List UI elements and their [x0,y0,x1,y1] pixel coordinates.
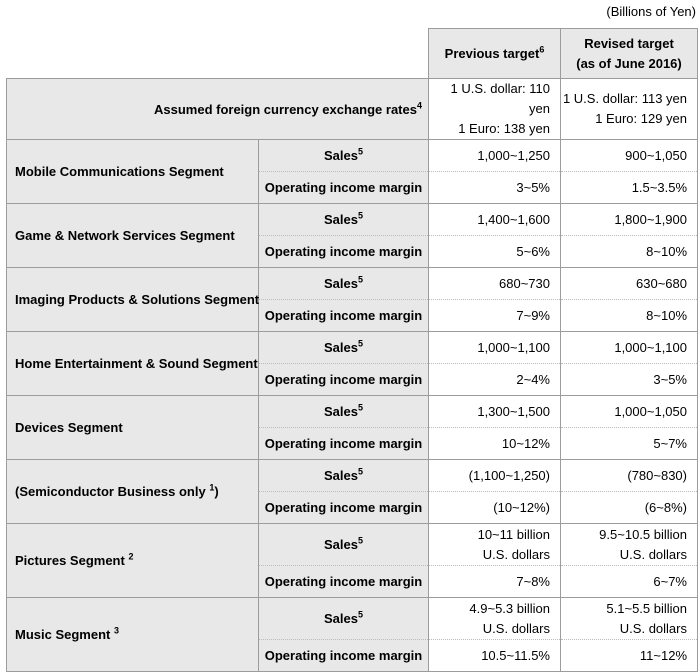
semiconductor-oim-previous: (10~12%) [428,491,561,524]
semiconductor-sales-previous: (1,100~1,250) [428,459,561,492]
music-sales-revised: 5.1~5.5 billion U.S. dollars [560,597,698,640]
sales-label: Sales5 [258,203,429,236]
segment-row-homeent-oim: Operating income margin 2~4% 3~5% [7,363,698,396]
devices-oim-previous: 10~12% [428,427,561,460]
segment-row-mobile-oim: Operating income margin 3~5% 1.5~3.5% [7,171,698,204]
header-row: Previous target6 Revised target (as of J… [6,28,698,79]
mobile-sales-previous: 1,000~1,250 [428,139,561,172]
segment-row-music-oim: Operating income margin 10.5~11.5% 11~12… [7,639,698,672]
oim-label: Operating income margin [258,639,429,672]
oim-label: Operating income margin [258,235,429,268]
homeent-sales-previous: 1,000~1,100 [428,331,561,364]
exchange-rates-row: Assumed foreign currency exchange rates4… [6,78,698,140]
sales-label: Sales5 [258,597,429,640]
segment-row-imaging-oim: Operating income margin 7~9% 8~10% [7,299,698,332]
segment-row-pictures-sales: Pictures Segment 2 Sales5 10~11 billion … [6,523,698,598]
homeent-sales-revised: 1,000~1,100 [560,331,698,364]
exchange-rates-footnote: 4 [416,100,422,111]
segment-name-mobile: Mobile Communications Segment [6,139,259,204]
imaging-oim-revised: 8~10% [560,299,698,332]
segment-name-homeent: Home Entertainment & Sound Segment [6,331,259,396]
segment-name-devices: Devices Segment [6,395,259,460]
segment-row-music-sales: Music Segment 3 Sales5 4.9~5.3 billion U… [6,597,698,672]
segment-name-imaging: Imaging Products & Solutions Segment [6,267,259,332]
semiconductor-sales-revised: (780~830) [560,459,698,492]
sales-label: Sales5 [258,523,429,566]
segment-row-imaging-sales: Imaging Products & Solutions Segment Sal… [6,267,698,332]
game-oim-previous: 5~6% [428,235,561,268]
homeent-oim-previous: 2~4% [428,363,561,396]
segment-row-homeent-sales: Home Entertainment & Sound Segment Sales… [6,331,698,396]
segment-name-game: Game & Network Services Segment [6,203,259,268]
imaging-sales-previous: 680~730 [428,267,561,300]
revised-target-label-line1: Revised target [584,35,674,51]
segment-name-semiconductor: (Semiconductor Business only 1) [6,459,259,524]
pictures-oim-previous: 7~8% [428,565,561,598]
oim-label: Operating income margin [258,565,429,598]
segment-row-game-sales: Game & Network Services Segment Sales5 1… [6,203,698,268]
segment-name-music: Music Segment 3 [6,597,259,672]
previous-target-label: Previous target [444,45,540,61]
imaging-oim-previous: 7~9% [428,299,561,332]
semiconductor-oim-revised: (6~8%) [560,491,698,524]
sales-label: Sales5 [258,267,429,300]
mobile-oim-previous: 3~5% [428,171,561,204]
sales-label: Sales5 [258,395,429,428]
oim-label: Operating income margin [258,363,429,396]
segment-name-pictures: Pictures Segment 2 [6,523,259,598]
exchange-rates-label-cell: Assumed foreign currency exchange rates4 [6,78,429,140]
oim-label: Operating income margin [258,427,429,460]
segment-row-pictures-oim: Operating income margin 7~8% 6~7% [7,565,698,598]
exchange-rates-previous: 1 U.S. dollar: 110 yen 1 Euro: 138 yen [428,78,561,140]
segment-row-devices-oim: Operating income margin 10~12% 5~7% [7,427,698,460]
game-oim-revised: 8~10% [560,235,698,268]
col-header-previous-target: Previous target6 [428,28,561,79]
exchange-rates-revised: 1 U.S. dollar: 113 yen 1 Euro: 129 yen [560,78,698,140]
pictures-sales-previous: 10~11 billion U.S. dollars [428,523,561,566]
segment-row-mobile-sales: Mobile Communications Segment Sales5 1,0… [6,139,698,204]
segment-row-semiconductor-sales: (Semiconductor Business only 1) Sales5 (… [6,459,698,524]
segment-row-game-oim: Operating income margin 5~6% 8~10% [7,235,698,268]
music-oim-previous: 10.5~11.5% [428,639,561,672]
oim-label: Operating income margin [258,171,429,204]
homeent-oim-revised: 3~5% [560,363,698,396]
pictures-oim-revised: 6~7% [560,565,698,598]
previous-target-footnote: 6 [539,44,545,55]
header-spacer [6,28,429,79]
pictures-sales-revised: 9.5~10.5 billion U.S. dollars [560,523,698,566]
sales-label: Sales5 [258,331,429,364]
sales-label: Sales5 [258,139,429,172]
music-oim-revised: 11~12% [560,639,698,672]
col-header-revised-target: Revised target (as of June 2016) [560,28,698,79]
game-sales-revised: 1,800~1,900 [560,203,698,236]
sales-label: Sales5 [258,459,429,492]
exchange-rates-label: Assumed foreign currency exchange rates [153,101,417,117]
imaging-sales-revised: 630~680 [560,267,698,300]
oim-label: Operating income margin [258,299,429,332]
devices-oim-revised: 5~7% [560,427,698,460]
revised-target-label-line2: (as of June 2016) [576,55,682,71]
game-sales-previous: 1,400~1,600 [428,203,561,236]
devices-sales-previous: 1,300~1,500 [428,395,561,428]
segment-row-semiconductor-oim: Operating income margin (10~12%) (6~8%) [7,491,698,524]
oim-label: Operating income margin [258,491,429,524]
music-sales-previous: 4.9~5.3 billion U.S. dollars [428,597,561,640]
devices-sales-revised: 1,000~1,050 [560,395,698,428]
targets-table: Previous target6 Revised target (as of J… [6,28,698,672]
segment-row-devices-sales: Devices Segment Sales5 1,300~1,500 1,000… [6,395,698,460]
units-note: (Billions of Yen) [606,4,696,19]
mobile-sales-revised: 900~1,050 [560,139,698,172]
mobile-oim-revised: 1.5~3.5% [560,171,698,204]
